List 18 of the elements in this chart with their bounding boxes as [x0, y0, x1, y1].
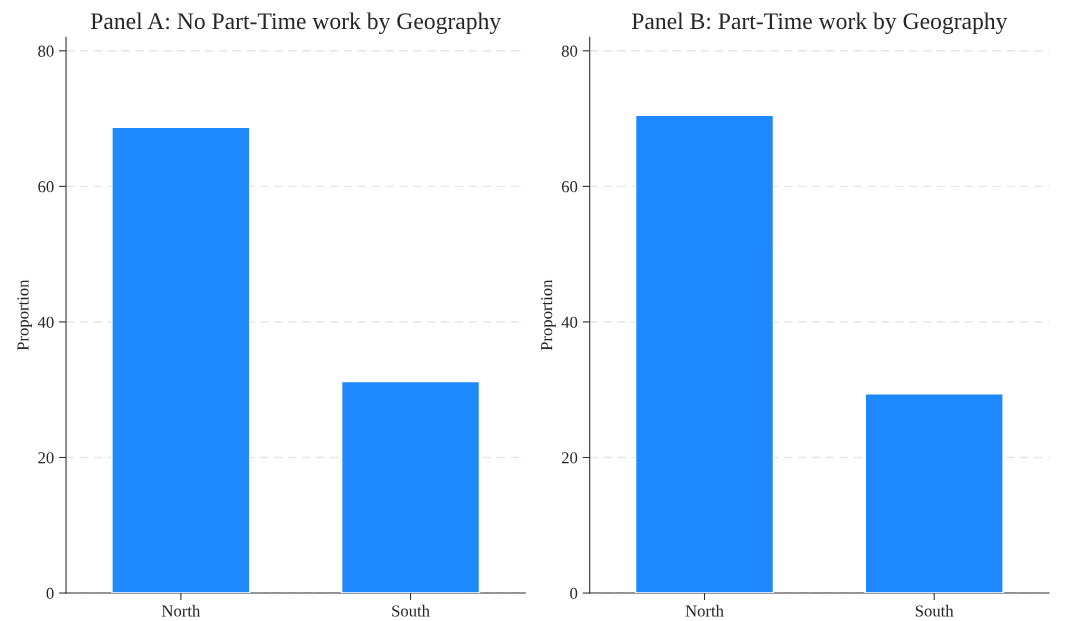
y-tick-label: 20	[561, 452, 578, 464]
chart-title: Panel A: No Part-Time work by Geography	[90, 12, 502, 35]
y-axis-title: Proportion	[17, 279, 32, 351]
x-tick-label: North	[685, 604, 724, 617]
y-tick-label: 20	[38, 452, 54, 464]
y-tick-label: 40	[561, 316, 578, 328]
x-tick-label: South	[392, 604, 430, 617]
y-tick-label: 80	[561, 45, 578, 57]
x-tick-label: South	[915, 604, 954, 617]
y-tick-label: 80	[38, 45, 54, 57]
y-axis-title: Proportion	[541, 279, 556, 351]
y-tick-label: 60	[38, 181, 54, 193]
y-tick-label: 60	[561, 181, 578, 193]
x-tick-label: North	[161, 604, 201, 617]
chart-title: Panel B: Part-Time work by Geography	[631, 12, 1008, 35]
y-tick-label: 40	[37, 316, 54, 328]
y-tick-label: 0	[570, 587, 578, 599]
y-tick-label: 0	[46, 587, 54, 599]
